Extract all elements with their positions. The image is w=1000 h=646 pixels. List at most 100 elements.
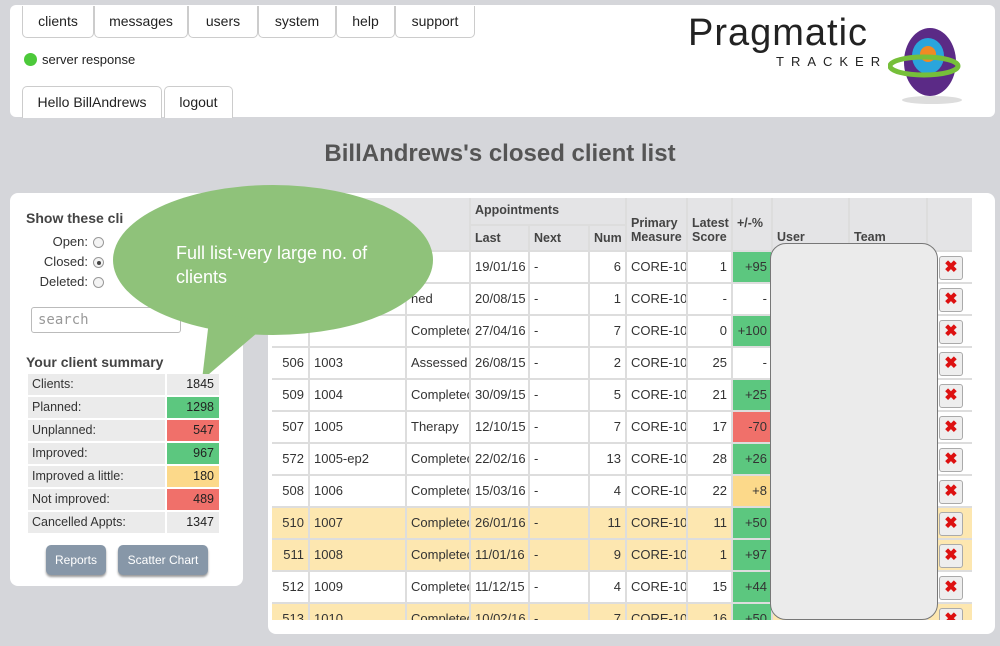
table-cell: +44: [733, 572, 771, 602]
table-cell: CORE-10: [627, 348, 686, 378]
nav-tab[interactable]: system: [258, 6, 336, 38]
table-cell: 6: [590, 252, 625, 282]
table-cell: CORE-10: [627, 316, 686, 346]
table-cell: 1005-ep2: [310, 444, 405, 474]
table-cell: 22: [688, 476, 731, 506]
radio-button[interactable]: [93, 257, 104, 268]
summary-value: 1347: [167, 512, 219, 533]
user-tab[interactable]: Hello BillAndrews: [22, 86, 162, 118]
radio-button[interactable]: [93, 277, 104, 288]
column-header: User: [773, 198, 848, 250]
table-cell: +26: [733, 444, 771, 474]
table-cell: Completec: [407, 380, 469, 410]
table-cell: -: [530, 412, 588, 442]
table-cell: 15: [688, 572, 731, 602]
user-tab[interactable]: logout: [164, 86, 233, 118]
table-cell: 1003: [310, 348, 405, 378]
button[interactable]: Scatter Chart: [118, 545, 208, 575]
radio-label: Closed:: [43, 254, 88, 269]
page-title: BillAndrews's closed client list: [324, 140, 676, 167]
table-cell: Completec: [407, 540, 469, 570]
column-header: +/-%: [733, 198, 771, 250]
delete-button[interactable]: ✖: [939, 352, 963, 376]
nav-tab[interactable]: users: [188, 6, 258, 38]
table-cell: Assessed: [407, 348, 469, 378]
table-cell: 13: [590, 444, 625, 474]
table-cell: Completec: [407, 476, 469, 506]
delete-button[interactable]: ✖: [939, 608, 963, 620]
delete-button[interactable]: ✖: [939, 576, 963, 600]
radio-label: Open:: [52, 234, 88, 249]
summary-label: Improved:: [28, 443, 165, 464]
table-cell: +25: [733, 380, 771, 410]
delete-button[interactable]: ✖: [939, 320, 963, 344]
table-cell: ned: [407, 284, 469, 314]
summary-title: Your client summary: [26, 354, 164, 370]
table-cell: 30/09/15: [471, 380, 528, 410]
radio-dot: [97, 261, 101, 265]
summary-value: 547: [167, 420, 219, 441]
delete-button[interactable]: ✖: [939, 384, 963, 408]
table-cell: CORE-10: [627, 412, 686, 442]
table-cell: 19/01/16: [471, 252, 528, 282]
table-cell: 4: [590, 572, 625, 602]
table-cell: 1004: [310, 380, 405, 410]
delete-button[interactable]: ✖: [939, 256, 963, 280]
delete-button[interactable]: ✖: [939, 544, 963, 568]
table-cell: -: [530, 252, 588, 282]
nav-tab[interactable]: messages: [94, 6, 188, 38]
table-cell: CORE-10: [627, 508, 686, 538]
summary-label: Planned:: [28, 397, 165, 418]
table-cell: +95: [733, 252, 771, 282]
table-cell: -: [530, 508, 588, 538]
delete-button[interactable]: ✖: [939, 416, 963, 440]
nav-tab[interactable]: support: [395, 6, 475, 38]
table-cell: -: [530, 572, 588, 602]
callout-text: Full list-very large no. of clients: [176, 243, 368, 287]
table-cell: 1: [590, 284, 625, 314]
table-cell: 16: [688, 604, 731, 620]
radio-button[interactable]: [93, 237, 104, 248]
summary-label: Not improved:: [28, 489, 165, 510]
table-cell: 11/01/16: [471, 540, 528, 570]
table-cell: -70: [733, 412, 771, 442]
table-cell: CORE-10: [627, 444, 686, 474]
table-cell: Completec: [407, 508, 469, 538]
summary-value: 489: [167, 489, 219, 510]
button[interactable]: Reports: [46, 545, 106, 575]
table-cell: CORE-10: [627, 252, 686, 282]
table-cell: Completec: [407, 316, 469, 346]
table-cell: 1: [688, 540, 731, 570]
nav-tab[interactable]: help: [336, 6, 395, 38]
table-cell: -: [530, 476, 588, 506]
delete-button[interactable]: ✖: [939, 512, 963, 536]
summary-label: Improved a little:: [28, 466, 165, 487]
table-cell: -: [688, 284, 731, 314]
table-cell: 11/12/15: [471, 572, 528, 602]
table-cell: 28: [688, 444, 731, 474]
table-cell: CORE-10: [627, 540, 686, 570]
table-cell: +8: [733, 476, 771, 506]
table-cell: Completec: [407, 604, 469, 620]
table-cell: 1005: [310, 412, 405, 442]
delete-button[interactable]: ✖: [939, 448, 963, 472]
table-cell: 12/10/15: [471, 412, 528, 442]
nav-tab[interactable]: clients: [22, 6, 94, 38]
status-dot: [24, 53, 37, 66]
table-cell: 0: [688, 316, 731, 346]
table-cell: -: [530, 348, 588, 378]
table-cell: CORE-10: [627, 476, 686, 506]
table-cell: 512: [272, 572, 308, 602]
column-header: Num: [590, 226, 625, 250]
table-cell: 17: [688, 412, 731, 442]
header-blank: [928, 198, 972, 250]
status-text: server response: [42, 52, 136, 67]
delete-button[interactable]: ✖: [939, 288, 963, 312]
summary-label: Clients:: [28, 374, 165, 395]
table-cell: +50: [733, 508, 771, 538]
table-cell: 1: [688, 252, 731, 282]
table-cell: -: [530, 604, 588, 620]
table-cell: -: [530, 540, 588, 570]
delete-button[interactable]: ✖: [939, 480, 963, 504]
table-cell: CORE-10: [627, 572, 686, 602]
